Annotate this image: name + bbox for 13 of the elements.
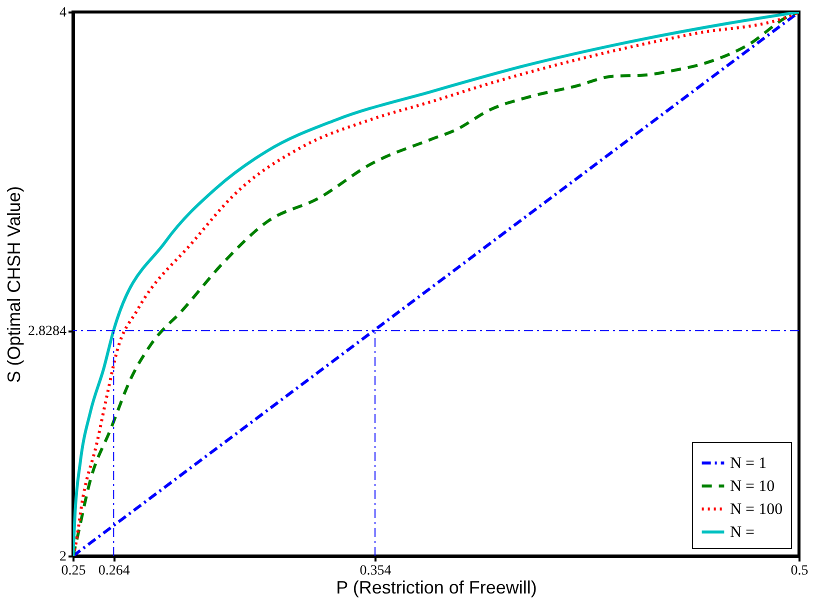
legend-label: N = 100 [730, 501, 783, 518]
x-tick-label: 0.25 [61, 564, 86, 578]
x-axis-title: P (Restriction of Freewill) [336, 578, 537, 598]
legend-label: N = [730, 524, 755, 541]
y-tick-label: 4 [60, 6, 66, 20]
y-tick-label: 2.8284 [28, 324, 66, 340]
x-tick-label: 0.354 [360, 564, 392, 578]
legend-label: N = 10 [730, 478, 775, 495]
y-axis-title: S (Optimal CHSH Value) [4, 186, 24, 383]
y-tick-label: 2 [60, 550, 66, 564]
x-tick-label: 0.264 [98, 564, 130, 578]
legend-label: N = 1 [730, 455, 767, 472]
x-tick-label: 0.5 [790, 564, 808, 578]
